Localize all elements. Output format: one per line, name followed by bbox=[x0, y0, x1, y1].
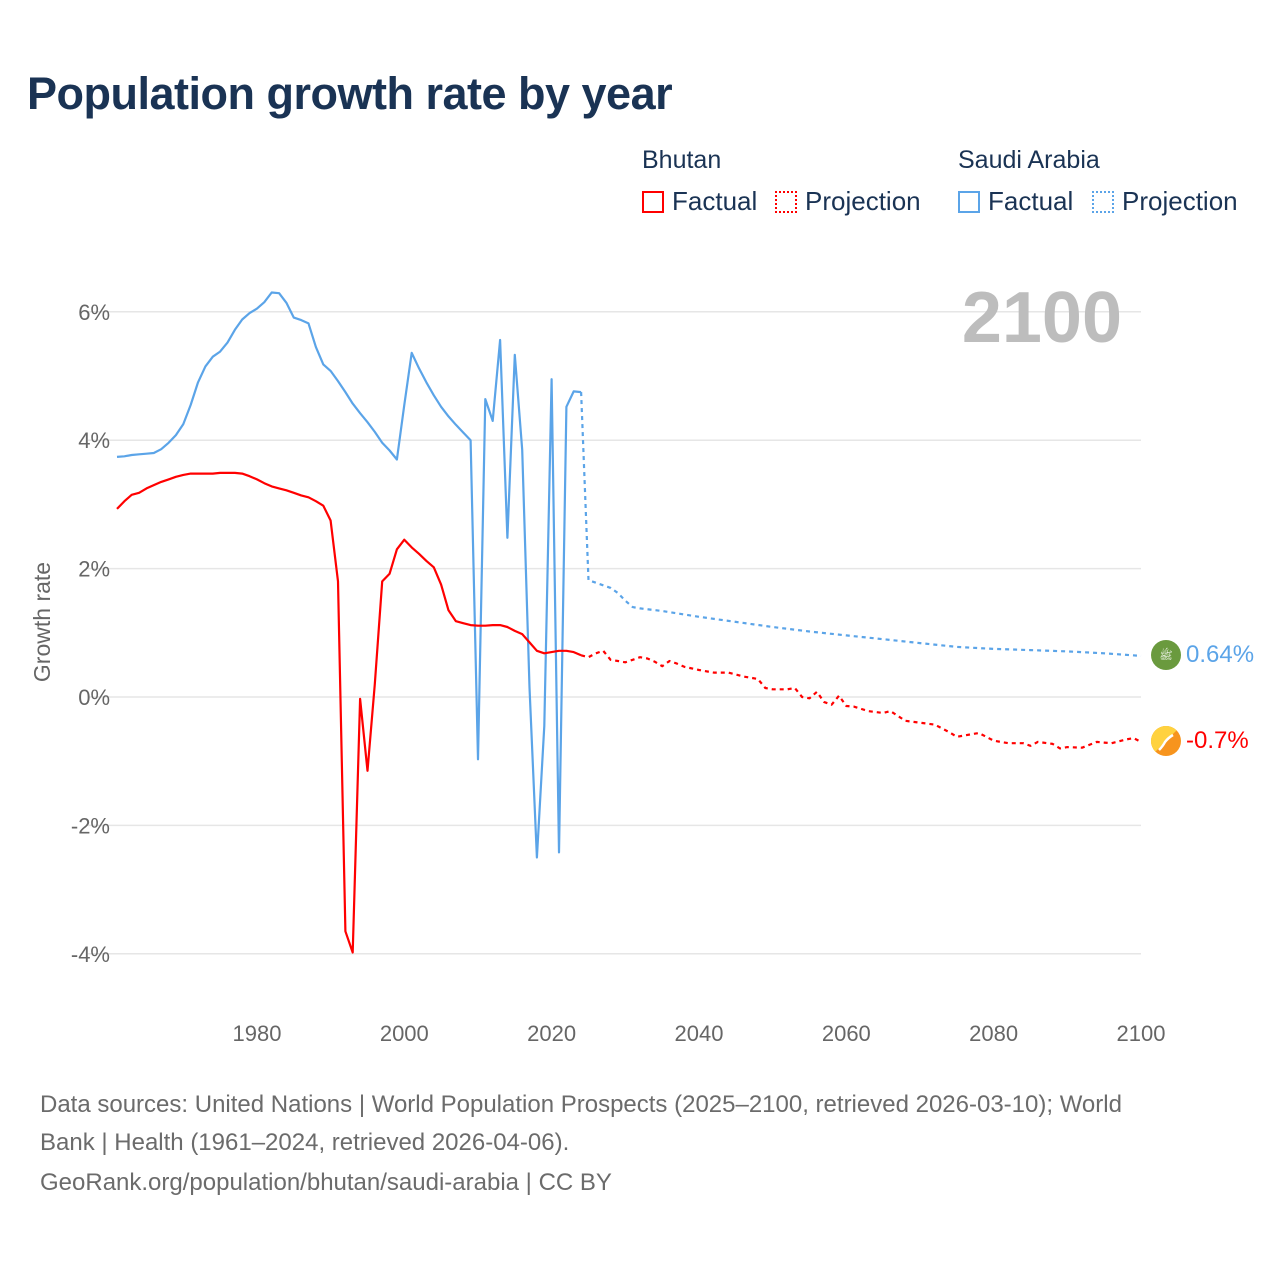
x-tick-label: 2040 bbox=[675, 1021, 724, 1046]
y-axis-label: Growth rate bbox=[29, 562, 55, 682]
svg-text:ﷺ: ﷺ bbox=[1159, 647, 1172, 662]
y-tick-label: 4% bbox=[78, 428, 110, 453]
y-tick-label: 6% bbox=[78, 300, 110, 325]
x-tick-label: 2060 bbox=[822, 1021, 871, 1046]
legend-swatch-solid bbox=[958, 190, 980, 213]
y-tick-label: 2% bbox=[78, 557, 110, 582]
y-tick-label: -2% bbox=[71, 813, 110, 838]
series-line-saudi-arabia-factual bbox=[116, 291, 582, 859]
chart-area: 6% 4% 2% 0% -2% -4% 1980 2000 2020 2040 2060 2080 21… bbox=[29, 278, 1254, 1046]
legend-saudi-projection[interactable]: Projection bbox=[1092, 186, 1238, 217]
x-tick-label: 2000 bbox=[380, 1021, 429, 1046]
x-tick-label: 2020 bbox=[527, 1021, 576, 1046]
legend-swatch-dotted bbox=[775, 190, 797, 213]
saudi-end-label: 0.64% bbox=[1186, 641, 1254, 668]
bhutan-end-label: -0.7% bbox=[1186, 727, 1249, 754]
saudi-flag-icon: ﷺ bbox=[1151, 640, 1181, 670]
chart-title: Population growth rate by year bbox=[27, 68, 673, 119]
legend-swatch-dotted bbox=[1092, 190, 1114, 213]
legend-group-bhutan: Bhutan bbox=[642, 146, 722, 174]
legend-group-saudi-arabia: Saudi Arabia bbox=[958, 146, 1100, 174]
x-tick-label: 2080 bbox=[969, 1021, 1018, 1046]
series-line-saudi-arabia-projection bbox=[580, 392, 1142, 657]
y-tick-label: -4% bbox=[71, 942, 110, 967]
legend-label: Factual bbox=[672, 186, 758, 216]
y-tick-label: 0% bbox=[78, 685, 110, 710]
footer-url[interactable]: GeoRank.org/population/bhutan/saudi-arab… bbox=[40, 1169, 612, 1196]
legend-label: Projection bbox=[1122, 186, 1238, 216]
legend-label: Factual bbox=[988, 186, 1074, 216]
legend-swatch-solid bbox=[642, 190, 664, 213]
legend-label: Projection bbox=[805, 186, 921, 216]
footer-sources-line2: Bank | Health (1961–2024, retrieved 2026… bbox=[40, 1129, 570, 1156]
series-line-bhutan-factual bbox=[116, 471, 582, 954]
legend-bhutan-projection[interactable]: Projection bbox=[775, 186, 921, 217]
x-tick-label: 2100 bbox=[1117, 1021, 1166, 1046]
legend-bhutan-factual[interactable]: Factual bbox=[642, 186, 757, 217]
year-display: 2100 bbox=[962, 278, 1122, 358]
footer-sources-line1: Data sources: United Nations | World Pop… bbox=[40, 1091, 1122, 1118]
bhutan-flag-icon bbox=[1151, 726, 1181, 756]
x-tick-label: 1980 bbox=[232, 1021, 281, 1046]
series-line-bhutan-projection bbox=[580, 649, 1142, 750]
legend-saudi-factual[interactable]: Factual bbox=[958, 186, 1073, 217]
